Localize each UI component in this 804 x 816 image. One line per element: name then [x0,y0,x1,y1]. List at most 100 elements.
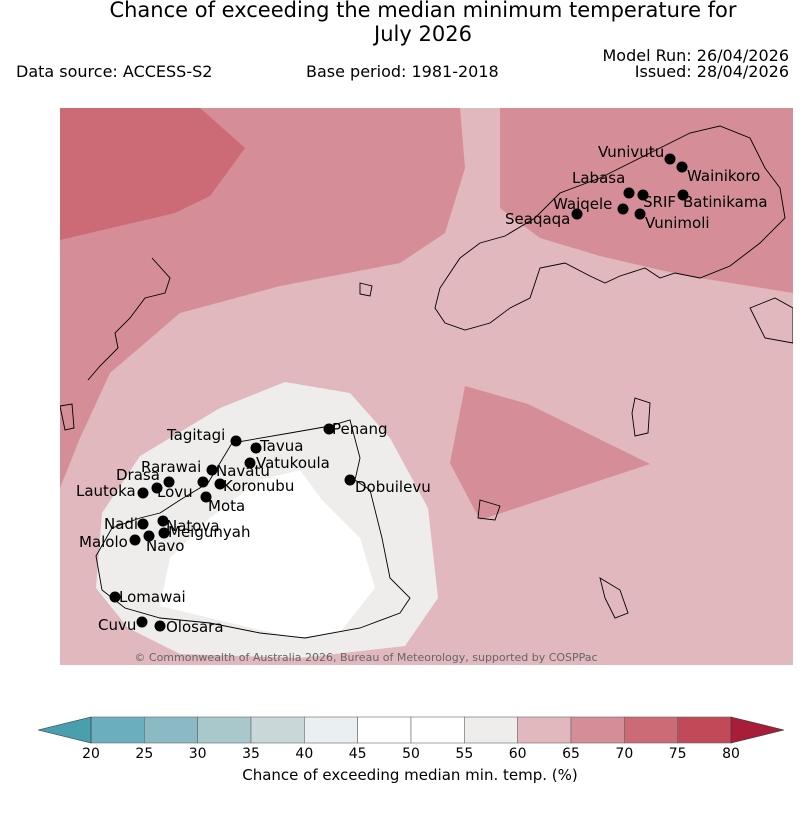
colorbar-tick-70: 70 [615,746,633,762]
colorbar-label: Chance of exceeding median min. temp. (%… [242,766,578,784]
colorbar-tick-60: 60 [509,746,527,762]
station-dot-labasa [623,187,635,199]
station-dot-vunivutu [664,153,676,165]
colorbar-tick-30: 30 [189,746,207,762]
title-line-1: Chance of exceeding the median minimum t… [109,0,737,22]
station-dot-meigunyah [158,527,170,539]
station-label-navatu: Navatu [216,462,270,480]
station-dot-waiqele [617,203,629,215]
station-label-batinikama: Batinikama [683,193,768,211]
contour-65-central [450,386,650,520]
coastline-yasawa [87,257,171,381]
station-label-cuvu: Cuvu [98,616,136,634]
station-dot-cuvu [136,616,148,628]
stations-layer: Vunivutu Wainikoro Labasa SRIF Batinikama Wai… [76,143,768,636]
colorbar-low-extend [38,716,92,744]
page-title: Chance of exceeding the median minimum t… [0,0,804,46]
contour-50 [160,470,375,638]
station-label-vunivutu: Vunivutu [598,143,664,161]
colorbar-cell-40 [304,716,358,744]
station-label-malolo: Malolo [79,533,128,551]
colorbar-cell-65 [570,716,625,744]
station-label-wainikoro: Wainikoro [687,167,760,185]
station-label-drasa: Drasa [116,466,160,484]
coastline-island-4 [359,282,373,297]
station-label-koronubu: Koronubu [223,477,294,495]
colorbar-tick-20: 20 [82,746,100,762]
station-dot-navatu [197,476,209,488]
station-dot-wainikoro [676,161,688,173]
station-dot-rarawai [206,464,218,476]
colorbar-cell-45 [357,716,412,744]
station-dot-mota [200,491,212,503]
colorbar-cell-60 [517,716,572,744]
station-label-vunimoli: Vunimoli [645,214,710,232]
station-label-meigunyah: Meigunyah [168,523,250,541]
colorbar: 20 25 30 35 40 45 50 55 60 65 70 75 80 [38,716,784,762]
station-label-vatukoula: Vatukoula [256,454,330,472]
coastlines [60,125,793,639]
station-label-natova: Natova [166,517,220,535]
colorbar-tick-55: 55 [455,746,473,762]
station-dot-tavua [250,442,262,454]
colorbar-tick-50: 50 [402,746,420,762]
station-dot-seaqaqa [571,208,583,220]
colorbar-cell-20 [90,716,145,744]
colorbar-high-extend [730,716,784,744]
station-dot-malolo [129,534,141,546]
station-label-tavua: Tavua [259,437,303,455]
station-label-olosara: Olosara [166,618,224,636]
colorbar-cell-55 [464,716,518,744]
station-label-lovu: Lovu [157,483,193,501]
colorbar-tick-25: 25 [135,746,153,762]
colorbar-ticks: 20 25 30 35 40 45 50 55 60 65 70 75 80 [82,746,740,762]
map-panel: Vunivutu Wainikoro Labasa SRIF Batinikama Wai… [60,108,793,665]
colorbar-cell-35 [250,716,305,744]
contour-65-northeast [500,108,793,293]
coastline-island-2 [599,577,629,619]
colorbar-cells [90,716,732,744]
copyright-notice: © Commonwealth of Australia 2026, Bureau… [134,651,597,664]
station-label-penang: Penang [332,420,387,438]
station-dot-koronubu [214,478,226,490]
station-label-waiqele: Waiqele [553,195,612,213]
coastline-island-1 [631,397,651,437]
station-dot-nadi [137,518,149,530]
station-dot-srif [637,189,649,201]
station-label-navo: Navo [146,537,184,555]
colorbar-tick-80: 80 [722,746,740,762]
station-label-seaqaqa: Seaqaqa [505,210,570,228]
station-dot-navo [143,530,155,542]
colorbar-tick-75: 75 [669,746,687,762]
station-dot-lomawai [109,591,121,603]
station-label-labasa: Labasa [572,169,625,187]
issued-label: Issued: 28/04/2026 [634,62,789,81]
station-label-dobuilevu: Dobuilevu [355,478,431,496]
coastline-viti-levu [95,419,411,639]
colorbar-cell-50 [410,716,465,744]
coastline-island-3 [477,499,501,521]
station-label-lomawai: Lomawai [119,588,186,606]
station-dot-vatukoula [244,457,256,469]
coastline-taveuni [749,297,793,344]
coastline-vanua-levu [434,125,786,331]
station-dot-natova [157,515,169,527]
colorbar-tick-40: 40 [295,746,313,762]
station-label-mota: Mota [208,497,245,515]
colorbar-tick-35: 35 [242,746,260,762]
station-dot-lovu [151,482,163,494]
colorbar-tick-45: 45 [349,746,367,762]
station-label-tagitagi: Tagitagi [166,426,225,444]
station-label-nadi: Nadi [104,515,138,533]
contour-70-west [60,108,245,240]
colorbar-tick-65: 65 [562,746,580,762]
station-dot-batinikama [677,189,689,201]
colorbar-cell-30 [197,716,252,744]
colorbar-cell-25 [144,716,198,744]
station-label-rarawai: Rarawai [141,458,201,476]
station-dot-drasa [163,476,175,488]
colorbar-cell-70 [624,716,678,744]
station-dot-olosara [154,620,166,632]
station-dot-penang [323,423,335,435]
station-label-srif: SRIF [643,193,676,211]
